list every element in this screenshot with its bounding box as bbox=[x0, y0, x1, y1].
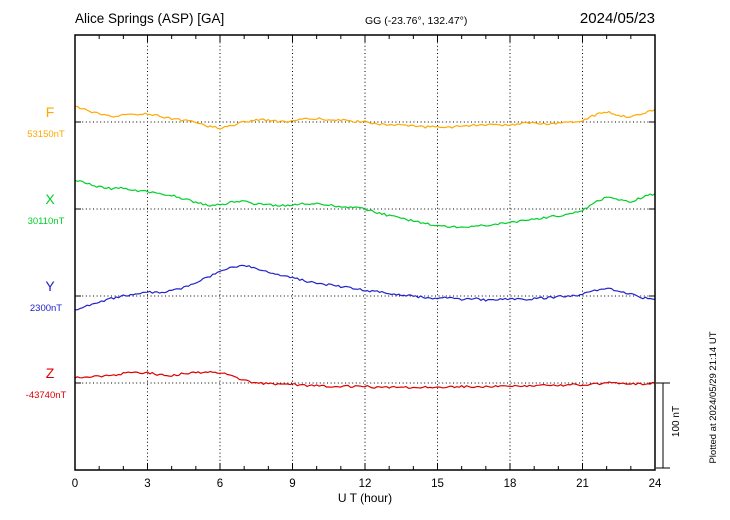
channel-label-F: F bbox=[46, 104, 55, 120]
trace-F bbox=[74, 105, 656, 130]
station-title: Alice Springs (ASP) [GA] bbox=[75, 11, 225, 26]
x-tick-label: 0 bbox=[72, 478, 78, 490]
trace-X bbox=[74, 179, 656, 229]
x-tick-label: 3 bbox=[144, 478, 150, 490]
x-tick-label: 12 bbox=[359, 478, 372, 490]
channel-baseline-value-Y: 2300nT bbox=[30, 303, 62, 314]
plotted-timestamp-note: Plotted at 2024/05/29 21:14 UT bbox=[708, 331, 719, 464]
channel-label-Z: Z bbox=[46, 365, 55, 381]
scale-bar-label: 100 nT bbox=[671, 405, 682, 438]
x-axis-label: U T (hour) bbox=[337, 491, 393, 505]
trace-Y bbox=[74, 264, 656, 311]
trace-Z bbox=[74, 370, 656, 389]
x-tick-label: 15 bbox=[431, 478, 444, 490]
channel-label-Y: Y bbox=[45, 278, 55, 294]
x-tick-label: 6 bbox=[217, 478, 223, 490]
x-tick-label: 18 bbox=[504, 478, 517, 490]
x-tick-label: 9 bbox=[289, 478, 295, 490]
channel-baseline-value-Z: -43740nT bbox=[26, 390, 67, 401]
x-tick-label: 21 bbox=[576, 478, 589, 490]
observation-date: 2024/05/23 bbox=[579, 10, 655, 27]
x-tick-label: 24 bbox=[649, 478, 662, 490]
channel-baseline-value-X: 30110nT bbox=[28, 216, 65, 227]
channel-label-X: X bbox=[45, 191, 55, 207]
geographic-coordinates: GG (-23.76°, 132.47°) bbox=[365, 15, 468, 27]
channel-baseline-value-F: 53150nT bbox=[27, 129, 65, 140]
